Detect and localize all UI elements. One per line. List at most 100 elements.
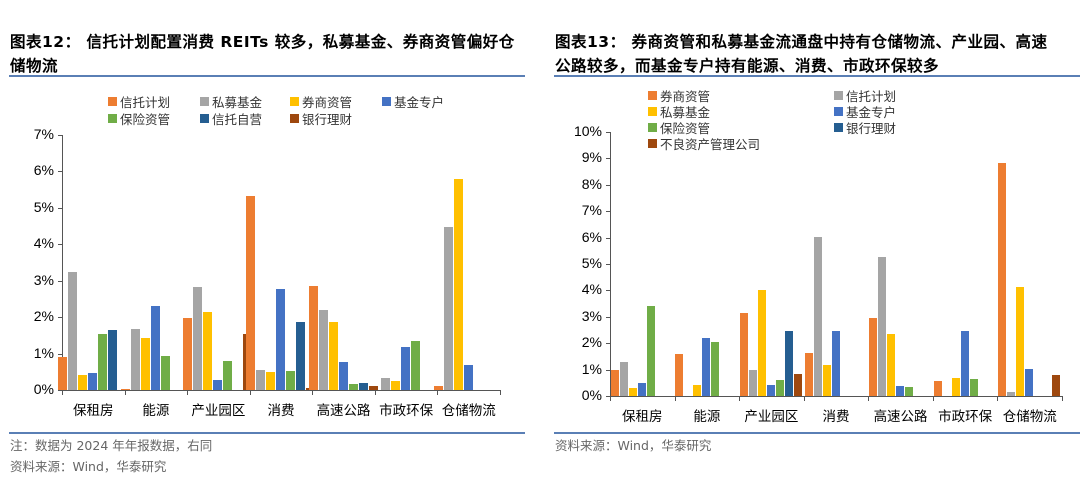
bar (951, 377, 960, 396)
bar (804, 353, 813, 396)
legend-swatch-icon (200, 97, 209, 106)
bar (296, 322, 305, 390)
bar (878, 256, 887, 396)
x-category-label: 能源 (693, 409, 721, 425)
y-tick-mark (606, 184, 610, 186)
x-tick-mark (249, 390, 251, 395)
legend-item: 信托计划 (834, 86, 896, 105)
x-category-label: 仓储物流 (1002, 409, 1057, 425)
y-tick-mark (606, 343, 610, 345)
y-axis-line (610, 132, 611, 396)
bar (308, 286, 318, 390)
left-title-line2: 储物流 (10, 57, 59, 75)
bar (693, 384, 702, 396)
bar (120, 389, 130, 390)
legend-swatch-icon (108, 114, 117, 123)
right-panel: 图表13： 券商资管和私募基金流通盘中持有仓储物流、产业园、高速 公路较多，而基… (540, 0, 1080, 479)
bar (160, 356, 170, 390)
bar (896, 385, 905, 396)
y-tick-mark (58, 171, 62, 173)
bar (784, 331, 793, 396)
legend-label: 私募基金 (212, 95, 263, 110)
y-tick-label: 7% (581, 202, 602, 219)
bar (256, 369, 265, 390)
right-chart: 0% 1% 2% 3% 4% 5% 6% 7% 8% 9% 10% 保租房 能源 产业园区 消费 高速公路 市政… (540, 0, 1080, 430)
y-tick-mark (58, 280, 62, 282)
legend-swatch-icon (648, 139, 657, 148)
bar (368, 385, 378, 390)
legend-swatch-icon (200, 114, 209, 123)
bar (286, 371, 295, 390)
x-tick-mark (124, 390, 126, 395)
y-tick-label: 9% (581, 149, 602, 166)
y-tick-mark (606, 211, 610, 213)
bar (739, 313, 748, 396)
bar (183, 317, 193, 390)
bar (998, 162, 1007, 396)
bar (969, 379, 978, 396)
x-category-label: 产业园区 (191, 403, 246, 419)
bar (748, 369, 757, 396)
bar (1052, 375, 1061, 396)
legend-swatch-icon (648, 91, 657, 100)
y-tick-mark (606, 369, 610, 371)
legend-label: 银行理财 (302, 112, 353, 127)
bar (213, 380, 223, 390)
bar (140, 338, 150, 390)
bar (813, 236, 822, 396)
x-axis-line (62, 390, 500, 391)
y-tick-mark (606, 132, 610, 133)
x-tick-mark (997, 396, 999, 401)
bar (793, 374, 802, 396)
y-tick-label: 3% (581, 307, 602, 324)
left-title-line1: 图表12： 信托计划配置消费 REITs 较多，私募基金、券商资管偏好仓 (10, 33, 515, 51)
x-category-label: 市政环保 (938, 409, 993, 425)
y-tick-label: 0% (581, 387, 602, 403)
legend-label: 信托自营 (212, 112, 263, 127)
bar (1016, 286, 1025, 396)
y-tick-label: 5% (581, 255, 602, 271)
x-category-label: 仓储物流 (441, 403, 496, 419)
x-category-label: 产业园区 (744, 409, 799, 425)
y-tick-mark (606, 316, 610, 318)
y-tick-mark (606, 396, 610, 397)
legend-swatch-icon (648, 107, 657, 116)
legend-label: 信托计划 (846, 89, 897, 104)
bar (246, 196, 255, 390)
bar (702, 337, 711, 396)
x-tick-mark (374, 390, 376, 395)
right-footer-rule (554, 432, 1080, 434)
x-category-label: 高速公路 (873, 409, 928, 425)
y-tick-label: 5% (33, 198, 54, 215)
x-tick-mark (932, 396, 934, 401)
bar (757, 289, 766, 396)
left-title-rule (9, 75, 525, 77)
left-chart: 0% 1% 2% 3% 4% 5% 6% 7% 保租房 能源 产业园区 消费 高速公路 市政环保 仓储物流 (0, 0, 540, 430)
y-tick-label: 4% (581, 281, 602, 298)
legend-item: 私募基金 (200, 92, 262, 111)
legend-label: 券商资管 (660, 89, 711, 104)
right-title-rule (554, 75, 1080, 77)
bar (391, 380, 401, 390)
bar (203, 312, 213, 390)
bar (1007, 391, 1016, 396)
legend-item: 银行理财 (290, 109, 352, 128)
bar (463, 365, 473, 390)
y-tick-label: 6% (581, 228, 602, 245)
bar (78, 374, 88, 390)
y-tick-label: 2% (581, 334, 602, 351)
bar (646, 305, 655, 396)
legend-label: 保险资管 (660, 121, 711, 136)
legend-item: 保险资管 (648, 118, 710, 137)
bar (822, 365, 831, 396)
bar (338, 361, 348, 390)
x-tick-mark (610, 396, 611, 401)
bar (443, 226, 453, 390)
y-tick-mark (58, 317, 62, 319)
y-tick-label: 3% (33, 271, 54, 288)
y-tick-mark (606, 158, 610, 160)
bar (348, 383, 358, 390)
legend-item: 券商资管 (290, 92, 352, 111)
legend-item: 银行理财 (834, 118, 896, 137)
bar (358, 382, 368, 390)
